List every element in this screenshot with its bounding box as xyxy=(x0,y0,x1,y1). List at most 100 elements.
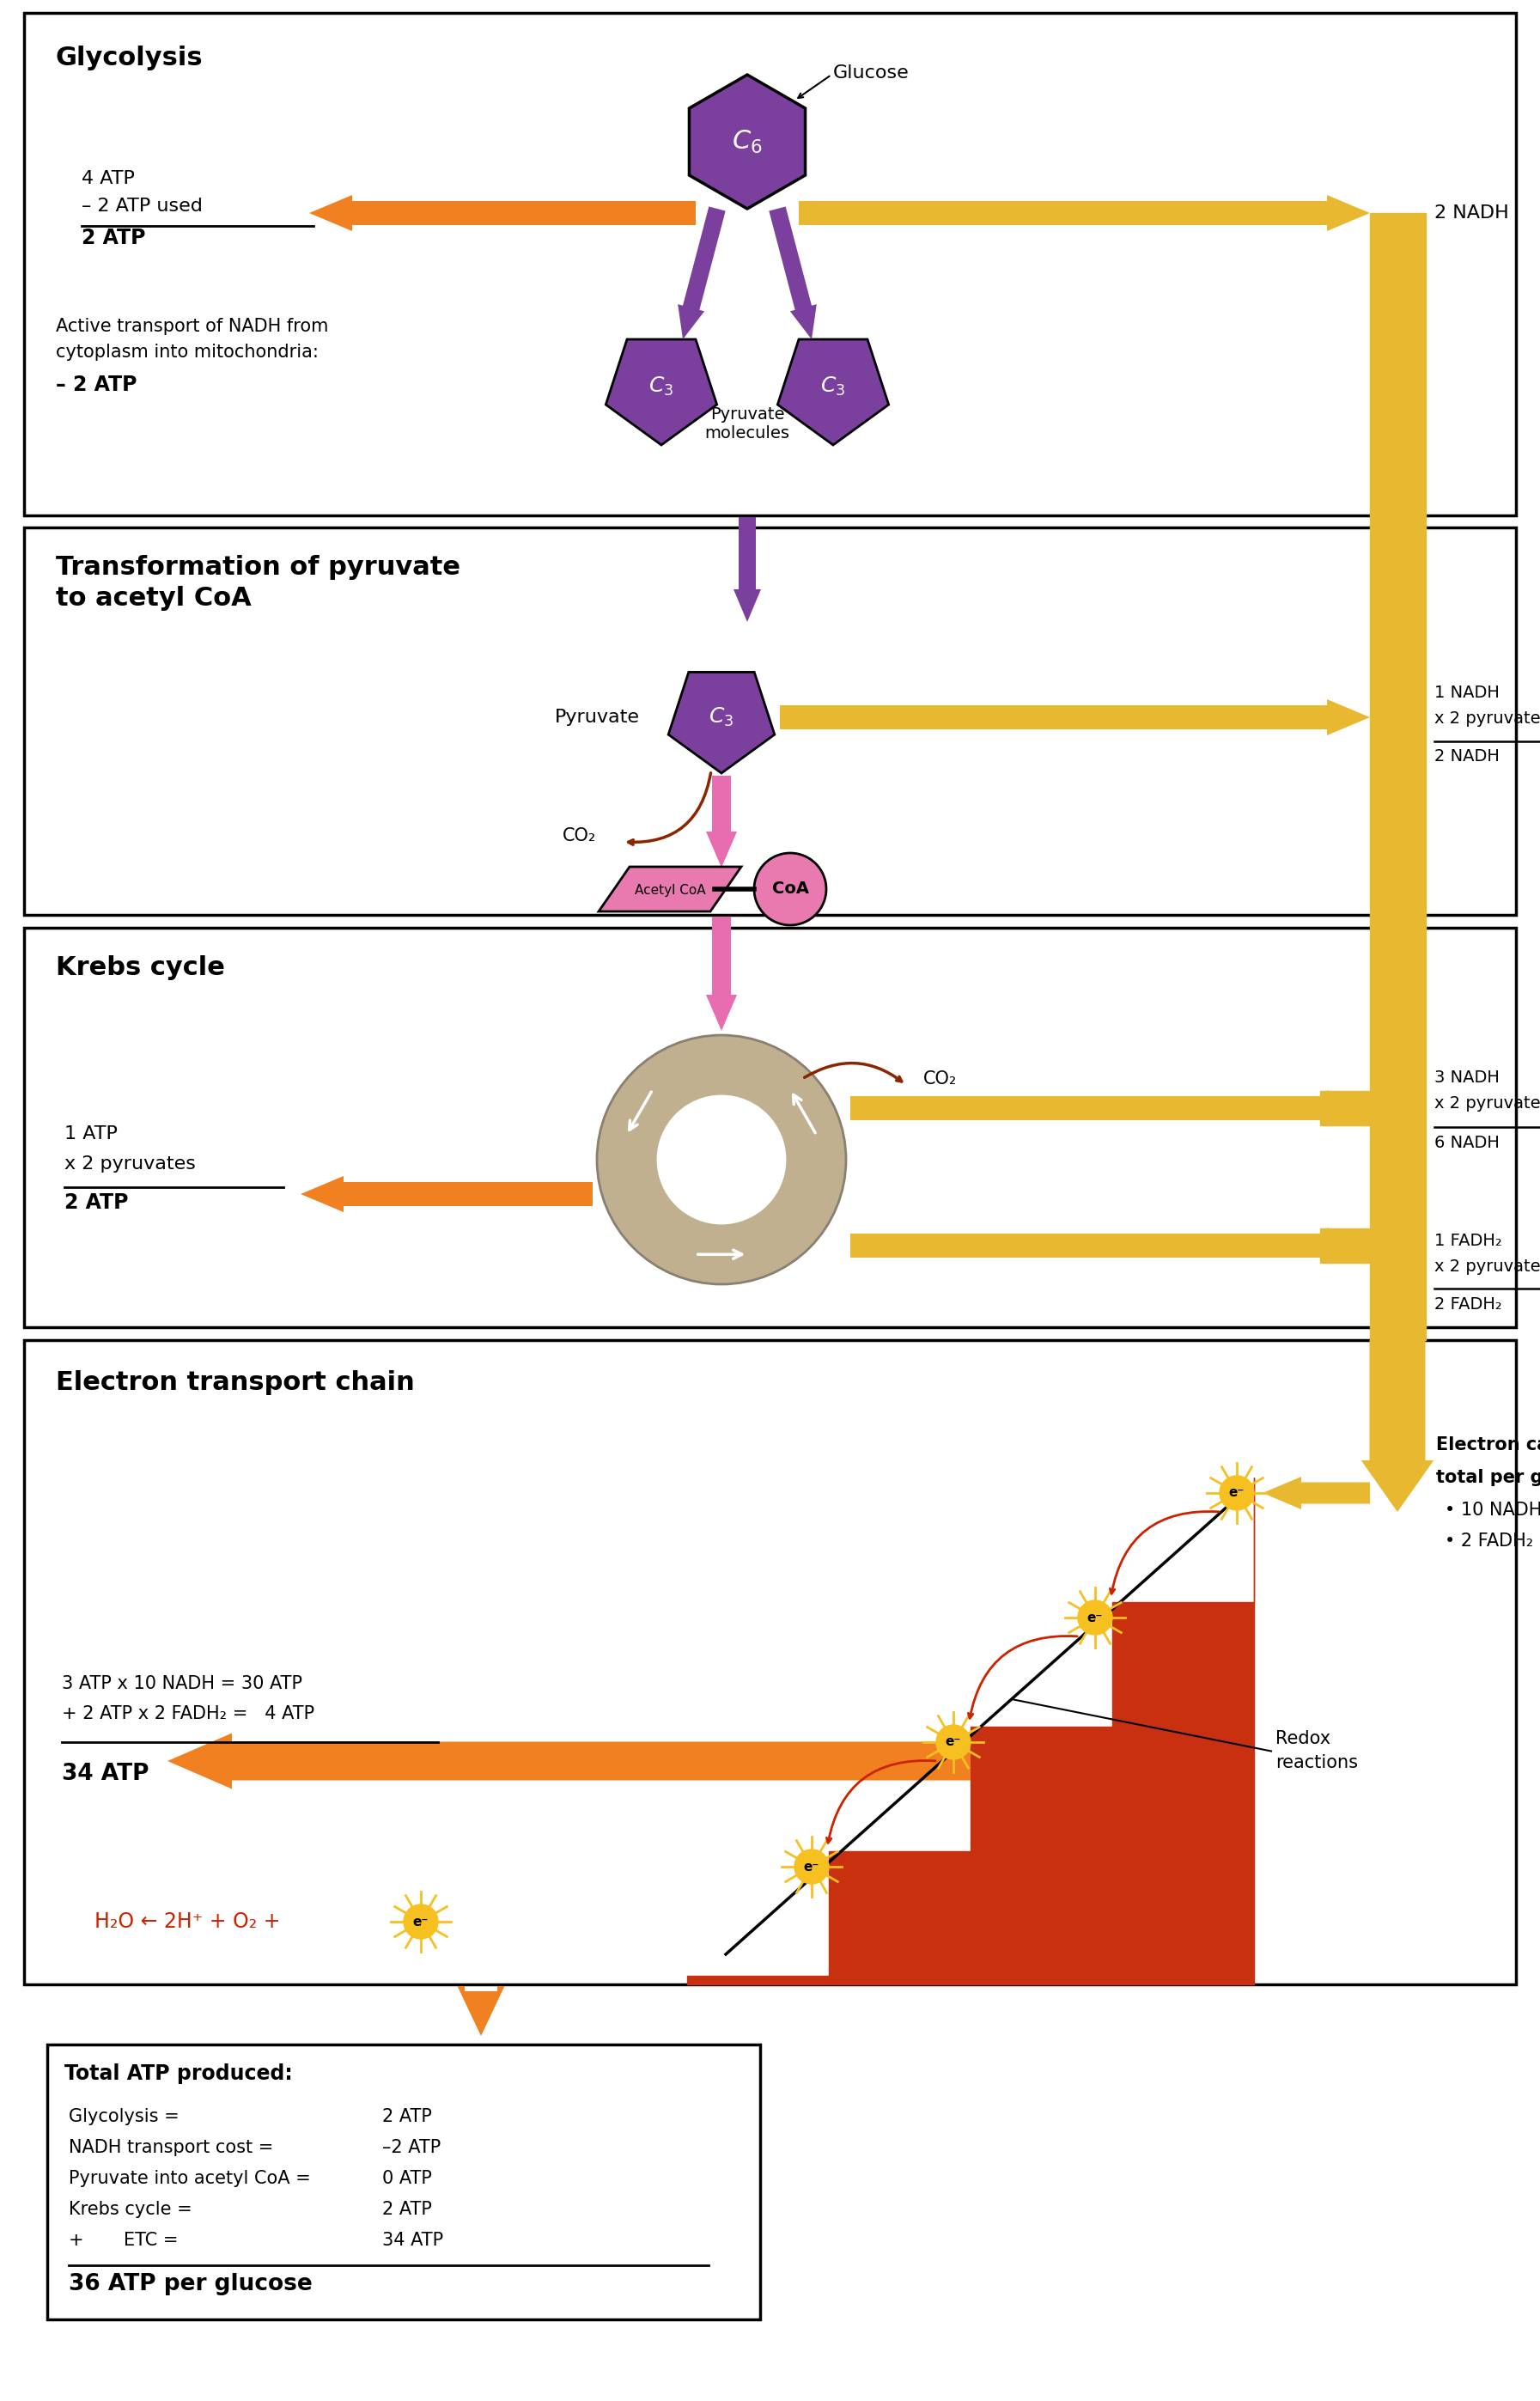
FancyArrow shape xyxy=(300,1176,593,1213)
Bar xyxy=(1320,1229,1371,1263)
Text: Krebs cycle =: Krebs cycle = xyxy=(69,2202,192,2219)
Text: 34 ATP: 34 ATP xyxy=(62,1762,149,1784)
Text: x 2 pyruvates: x 2 pyruvates xyxy=(1434,1095,1540,1112)
Text: e⁻: e⁻ xyxy=(1229,1486,1244,1501)
Circle shape xyxy=(755,852,827,924)
Text: Active transport of NADH from: Active transport of NADH from xyxy=(55,317,328,336)
Text: x 2 pyruvates: x 2 pyruvates xyxy=(1434,1258,1540,1275)
Text: –2 ATP: –2 ATP xyxy=(382,2139,440,2156)
FancyArrow shape xyxy=(678,206,725,339)
Text: x 2 pyruvates: x 2 pyruvates xyxy=(65,1155,196,1172)
Text: 2 FADH₂: 2 FADH₂ xyxy=(1434,1297,1502,1313)
Text: Electron transport chain: Electron transport chain xyxy=(55,1371,414,1395)
Text: e⁻: e⁻ xyxy=(413,1916,428,1928)
Text: 6 NADH: 6 NADH xyxy=(1434,1133,1500,1150)
FancyArrow shape xyxy=(168,1734,970,1789)
Text: to acetyl CoA: to acetyl CoA xyxy=(55,586,251,610)
Text: $C_3$: $C_3$ xyxy=(708,706,735,728)
Polygon shape xyxy=(599,867,741,912)
Text: 1 FADH₂: 1 FADH₂ xyxy=(1434,1234,1502,1249)
Text: 2 ATP: 2 ATP xyxy=(382,2108,431,2125)
Text: Glucose: Glucose xyxy=(833,65,909,82)
Text: Total ATP produced:: Total ATP produced: xyxy=(65,2062,293,2084)
Text: – 2 ATP used: – 2 ATP used xyxy=(82,197,203,214)
Polygon shape xyxy=(690,74,805,209)
Text: H₂O ← 2H⁺ + O₂ +: H₂O ← 2H⁺ + O₂ + xyxy=(94,1911,286,1933)
Text: Glycolysis: Glycolysis xyxy=(55,46,203,70)
Text: 2 ATP: 2 ATP xyxy=(82,228,146,247)
Text: Krebs cycle: Krebs cycle xyxy=(55,956,225,980)
FancyArrow shape xyxy=(779,699,1371,735)
Text: + 2 ATP x 2 FADH₂ =   4 ATP: + 2 ATP x 2 FADH₂ = 4 ATP xyxy=(62,1705,314,1722)
Circle shape xyxy=(598,1035,845,1285)
Text: $C_3$: $C_3$ xyxy=(648,375,675,399)
FancyArrow shape xyxy=(850,1090,1371,1126)
Circle shape xyxy=(936,1724,970,1760)
Text: Pyruvate: Pyruvate xyxy=(554,708,641,725)
Bar xyxy=(1371,214,1426,1340)
Polygon shape xyxy=(687,1477,1254,1983)
Text: 4 ATP: 4 ATP xyxy=(82,170,134,187)
Text: Pyruvate into acetyl CoA =: Pyruvate into acetyl CoA = xyxy=(69,2171,311,2187)
Polygon shape xyxy=(605,339,718,444)
Text: – 2 ATP: – 2 ATP xyxy=(55,375,137,396)
Text: 2 NADH: 2 NADH xyxy=(1434,204,1509,221)
Text: 0 ATP: 0 ATP xyxy=(382,2171,431,2187)
Text: 36 ATP per glucose: 36 ATP per glucose xyxy=(69,2274,313,2295)
FancyArrow shape xyxy=(850,1227,1371,1263)
Text: Redox: Redox xyxy=(1275,1731,1331,1748)
FancyArrow shape xyxy=(733,516,761,622)
FancyArrow shape xyxy=(1263,1477,1371,1510)
Circle shape xyxy=(1220,1477,1254,1510)
Text: Transformation of pyruvate: Transformation of pyruvate xyxy=(55,555,460,581)
Text: 2 NADH: 2 NADH xyxy=(1434,747,1500,764)
Bar xyxy=(48,2046,761,2319)
Text: reactions: reactions xyxy=(1275,1755,1358,1772)
Text: 3 NADH: 3 NADH xyxy=(1434,1071,1500,1085)
Circle shape xyxy=(656,1095,787,1225)
Text: Acetyl CoA: Acetyl CoA xyxy=(634,884,705,896)
Text: total per glucose:: total per glucose: xyxy=(1437,1469,1540,1486)
Text: 2 ATP: 2 ATP xyxy=(65,1193,128,1213)
FancyArrow shape xyxy=(768,206,816,339)
Text: Glycolysis =: Glycolysis = xyxy=(69,2108,179,2125)
Polygon shape xyxy=(778,339,889,444)
Bar xyxy=(1320,1090,1371,1126)
Bar xyxy=(25,528,1515,915)
Text: 2 ATP: 2 ATP xyxy=(382,2202,431,2219)
Text: NADH transport cost =: NADH transport cost = xyxy=(69,2139,274,2156)
Bar xyxy=(25,927,1515,1328)
FancyArrow shape xyxy=(799,194,1371,230)
Text: Electron carrier: Electron carrier xyxy=(1437,1436,1540,1453)
Circle shape xyxy=(403,1904,437,1940)
Text: e⁻: e⁻ xyxy=(1087,1611,1103,1623)
Circle shape xyxy=(1078,1601,1112,1635)
Text: Pyruvate: Pyruvate xyxy=(710,406,784,423)
Text: e⁻: e⁻ xyxy=(804,1861,819,1873)
Circle shape xyxy=(795,1849,829,1885)
Bar xyxy=(25,12,1515,516)
Text: CO₂: CO₂ xyxy=(924,1071,958,1088)
Text: cytoplasm into mitochondria:: cytoplasm into mitochondria: xyxy=(55,343,319,360)
Text: • 2 FADH₂: • 2 FADH₂ xyxy=(1445,1532,1534,1549)
Bar xyxy=(25,1340,1515,1983)
Text: +       ETC =: + ETC = xyxy=(69,2233,179,2250)
Text: x 2 pyruvates: x 2 pyruvates xyxy=(1434,711,1540,728)
FancyArrow shape xyxy=(457,1986,505,2036)
Text: e⁻: e⁻ xyxy=(946,1736,961,1748)
Text: 1 NADH: 1 NADH xyxy=(1434,684,1500,701)
Text: molecules: molecules xyxy=(705,425,790,442)
Text: CoA: CoA xyxy=(772,881,809,898)
Text: 3 ATP x 10 NADH = 30 ATP: 3 ATP x 10 NADH = 30 ATP xyxy=(62,1676,302,1693)
FancyArrow shape xyxy=(705,776,738,867)
FancyArrow shape xyxy=(1361,1340,1434,1513)
Text: $C_6$: $C_6$ xyxy=(732,127,762,156)
Text: CO₂: CO₂ xyxy=(562,828,596,845)
Polygon shape xyxy=(668,672,775,773)
FancyArrow shape xyxy=(705,917,738,1030)
Text: 34 ATP: 34 ATP xyxy=(382,2233,444,2250)
Text: 1 ATP: 1 ATP xyxy=(65,1126,117,1143)
FancyArrow shape xyxy=(310,194,696,230)
Text: $C_3$: $C_3$ xyxy=(821,375,845,399)
Text: • 10 NADH: • 10 NADH xyxy=(1445,1501,1540,1520)
